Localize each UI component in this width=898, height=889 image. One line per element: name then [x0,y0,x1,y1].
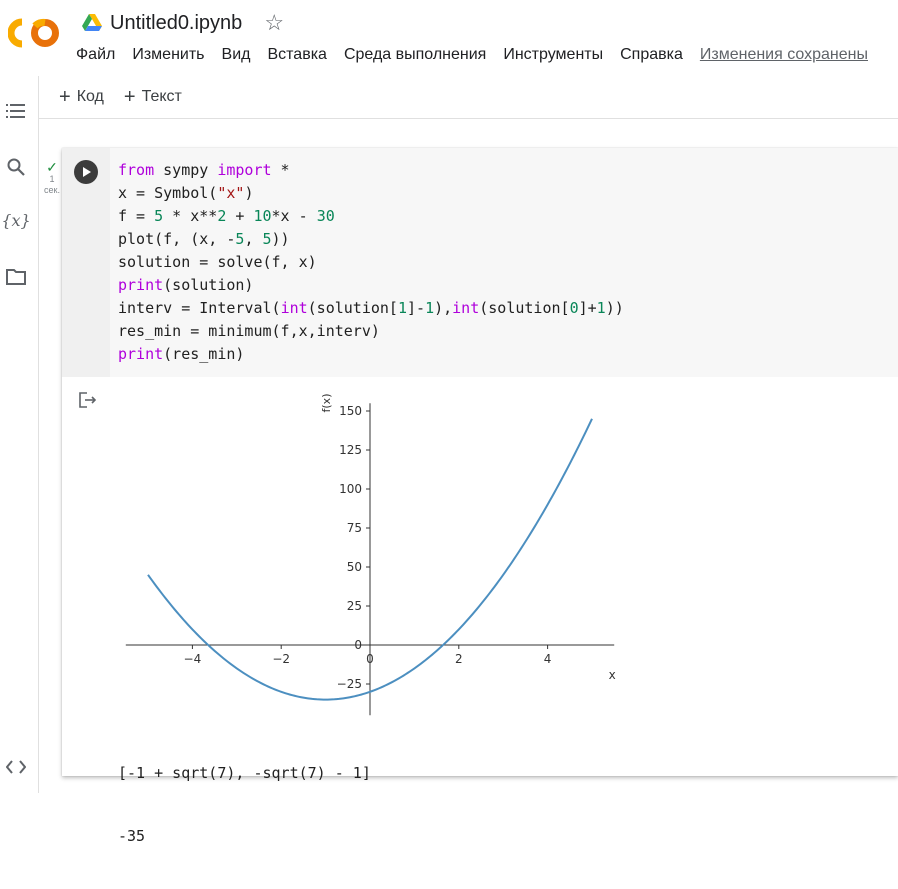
execution-status: ✓ 1 сек. [42,160,62,196]
code-line-9: print(res_min) [118,345,245,363]
menu-edit[interactable]: Изменить [132,46,205,63]
y-tick-label: 75 [347,521,362,535]
y-tick-label: 50 [347,560,362,574]
menu-runtime[interactable]: Среда выполнения [343,46,487,63]
drive-icon[interactable] [82,14,102,32]
play-icon [83,167,91,177]
add-code-label: Код [76,88,104,105]
variables-icon[interactable]: {x} [1,210,31,230]
menu-insert[interactable]: Вставка [267,46,327,63]
notebook-toolbar: + Код + Текст [39,76,898,119]
code-cell[interactable]: from sympy import * x = Symbol("x") f = 5 … [62,148,898,845]
code-line-6: print(solution) [118,276,254,294]
left-rail: {x} [0,76,39,793]
y-tick-label: −25 [337,677,362,691]
y-tick-label: 125 [339,443,362,457]
star-icon[interactable]: ☆ [264,10,285,35]
check-icon: ✓ [46,159,58,175]
table-of-contents-icon[interactable] [5,100,27,122]
search-icon[interactable] [5,156,27,178]
x-tick-label: 2 [455,652,463,666]
menu-help[interactable]: Справка [620,46,683,63]
code-line-8: res_min = minimum(f,x,interv) [118,322,380,340]
notebook-title[interactable]: Untitled0.ipynb [110,11,243,34]
save-status-link[interactable]: Изменения сохранены [699,46,868,63]
colab-logo[interactable] [8,14,60,52]
add-text-button[interactable]: + Текст [124,87,182,107]
run-cell-button[interactable] [74,160,98,184]
menu-view[interactable]: Вид [221,46,251,63]
code-line-1: from sympy import * [118,161,290,179]
code-line-7: interv = Interval(int(solution[1]-1),int… [118,299,624,317]
menu-bar: Файл Изменить Вид Вставка Среда выполнен… [76,46,868,64]
add-code-button[interactable]: + Код [59,87,104,107]
function-plot: −4 −2 0 2 4 −25 0 25 50 75 100 125 150 x f(x) [125,394,616,716]
x-axis-label: x [609,668,616,682]
code-line-4: plot(f, (x, -5, 5)) [118,230,290,248]
code-snippets-icon[interactable] [5,756,27,778]
function-curve [147,418,593,701]
code-line-5: solution = solve(f, x) [118,253,317,271]
x-tick-label: −4 [184,652,202,666]
y-tick-label: 0 [354,638,362,652]
x-tick-label: −2 [272,652,290,666]
x-tick-label: 0 [366,652,374,666]
menu-tools[interactable]: Инструменты [503,46,604,63]
cell-output: −4 −2 0 2 4 −25 0 25 50 75 100 125 150 x f(x) [-1 + sq… [62,377,898,845]
stdout-text: [-1 + sqrt(7), -sqrt(7) - 1] -35 [118,721,371,889]
y-tick-label: 150 [339,404,362,418]
y-axis-label: f(x) [320,394,333,413]
execution-unit: сек. [44,185,60,195]
code-editor[interactable]: from sympy import * x = Symbol("x") f = 5 … [110,148,898,377]
plus-icon: + [59,86,71,108]
files-icon[interactable] [5,266,27,288]
code-lines: from sympy import * x = Symbol("x") f = 5 … [118,159,624,366]
output-line-1: [-1 + sqrt(7), -sqrt(7) - 1] [118,764,371,782]
output-actions-icon[interactable] [78,391,98,409]
y-tick-label: 100 [339,482,362,496]
app-header: Untitled0.ipynb ☆ Файл Изменить Вид Вста… [0,0,898,76]
plus-icon: + [123,86,136,108]
execution-count: 1 [49,174,55,184]
cell-gutter [62,148,110,377]
add-text-label: Текст [141,88,182,105]
y-tick-label: 25 [347,599,362,613]
menu-file[interactable]: Файл [76,46,116,63]
output-line-2: -35 [118,827,146,845]
x-tick-label: 4 [544,652,552,666]
code-line-2: x = Symbol("x") [118,184,254,202]
code-line-3: f = 5 * x**2 + 10*x - 30 [118,207,335,225]
